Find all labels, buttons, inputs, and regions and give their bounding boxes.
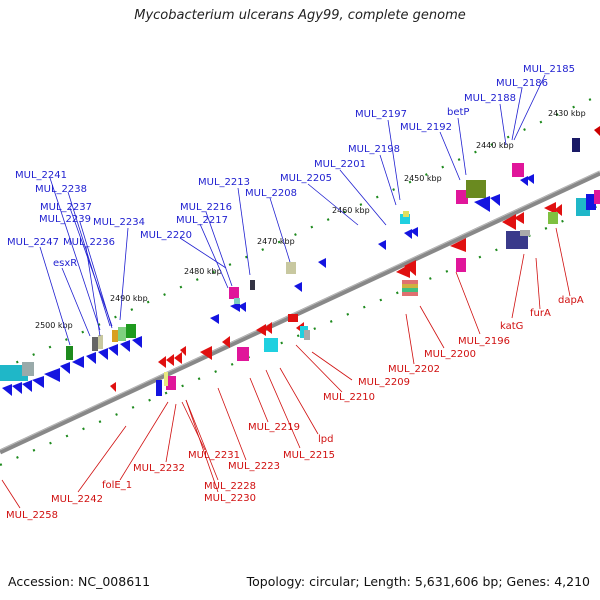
gene-label-reverse: MUL_2215 <box>283 450 335 461</box>
gene-label-forward: MUL_2208 <box>245 188 297 199</box>
gene-label-forward: MUL_2185 <box>523 64 575 75</box>
gene-label-reverse: dapA <box>558 295 584 306</box>
tick-label: 2430 kbp <box>548 109 586 118</box>
gene-label-reverse: MUL_2231 <box>188 450 240 461</box>
gene-label-reverse: MUL_2202 <box>388 364 440 375</box>
gene-label-forward: MUL_2220 <box>140 230 192 241</box>
tick-label: 2460 kbp <box>332 206 370 215</box>
map-title: Mycobacterium ulcerans Agy99, complete g… <box>134 8 466 23</box>
gene-label-reverse: MUL_2219 <box>248 422 300 433</box>
gene-label-reverse: MUL_2242 <box>51 494 103 505</box>
gene-label-reverse: MUL_2230 <box>204 493 256 504</box>
gene-label-reverse: lpd <box>318 434 333 445</box>
gene-label-forward: MUL_2239 <box>39 214 91 225</box>
genome-backbone-highlight <box>0 170 600 451</box>
tick-label: 2470 kbp <box>257 237 295 246</box>
gene-label-reverse: MUL_2223 <box>228 461 280 472</box>
gene-label-forward: MUL_2216 <box>180 202 232 213</box>
tick-label: 2500 kbp <box>35 321 73 330</box>
gene-label-forward: MUL_2205 <box>280 173 332 184</box>
gene-label-reverse: MUL_2196 <box>458 336 510 347</box>
gene-label-reverse: furA <box>530 308 551 319</box>
label-leaders-forward <box>39 74 546 346</box>
reverse-feature <box>110 190 600 396</box>
gene-label-forward: MUL_2237 <box>40 202 92 213</box>
gene-label-reverse: MUL_2200 <box>424 349 476 360</box>
lower-reverse-track <box>0 203 600 467</box>
gene-label-forward: MUL_2192 <box>400 122 452 133</box>
genome-backbone <box>0 170 600 455</box>
tick-label: 2480 kbp <box>184 267 222 276</box>
gene-label-reverse: MUL_2258 <box>6 510 58 521</box>
gene-label-reverse: MUL_2232 <box>133 463 185 474</box>
gene-label-forward: MUL_2198 <box>348 144 400 155</box>
genome-summary-text: Topology: circular; Length: 5,631,606 bp… <box>246 574 590 589</box>
gene-label-reverse: MUL_2228 <box>204 481 256 492</box>
forward-feature <box>0 126 600 396</box>
gene-label-forward: MUL_2188 <box>464 93 516 104</box>
gene-label-forward: MUL_2238 <box>35 184 87 195</box>
gene-label-forward: MUL_2186 <box>496 78 548 89</box>
gene-label-forward: MUL_2217 <box>176 215 228 226</box>
tick-label: 2490 kbp <box>110 294 148 303</box>
tick-label: 2440 kbp <box>476 141 514 150</box>
gene-label-forward: esxR <box>53 258 77 269</box>
gene-label-reverse: MUL_2209 <box>358 377 410 388</box>
gene-label-forward: betP <box>447 107 469 118</box>
gene-label-reverse: folE_1 <box>102 480 132 491</box>
accession-text: Accession: NC_008611 <box>8 574 151 589</box>
tick-label: 2450 kbp <box>404 174 442 183</box>
gene-label-forward: MUL_2197 <box>355 109 407 120</box>
label-leaders-reverse <box>1 227 571 509</box>
gene-label-forward: MUL_2241 <box>15 170 67 181</box>
gene-label-forward: MUL_2236 <box>63 237 115 248</box>
gene-label-reverse: MUL_2210 <box>323 392 375 403</box>
gene-label-forward: MUL_2247 <box>7 237 59 248</box>
gene-label-forward: MUL_2213 <box>198 177 250 188</box>
gene-label-forward: MUL_2234 <box>93 217 145 228</box>
gene-label-forward: MUL_2201 <box>314 159 366 170</box>
gene-label-reverse: katG <box>500 321 523 332</box>
